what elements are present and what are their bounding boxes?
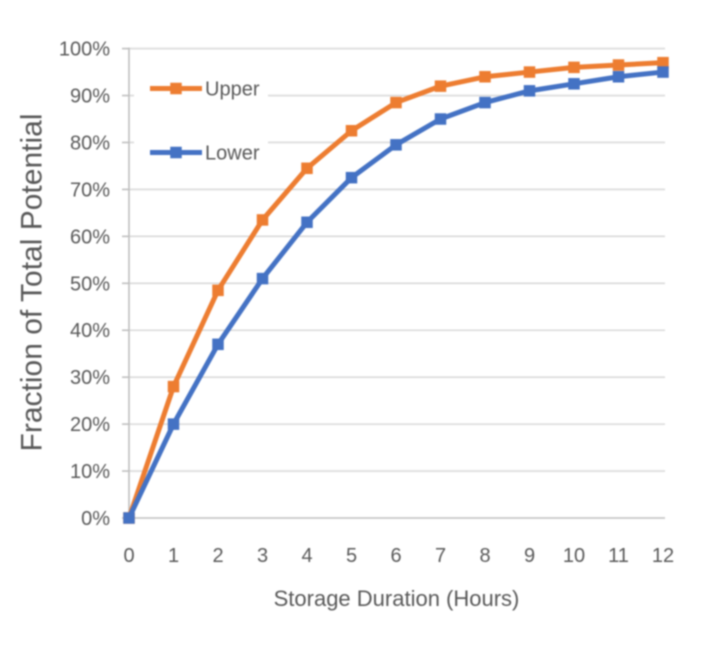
x-tick-label: 1 [168,545,179,567]
x-tick-label: 7 [435,545,446,567]
series-upper-marker [390,96,402,109]
x-tick-label: 11 [608,545,629,567]
series-upper-marker [479,71,491,83]
series-upper-marker [434,80,447,92]
x-tick-label: 3 [257,545,268,567]
series-upper-marker [212,284,224,297]
y-tick-label: 10% [70,461,110,483]
series-upper-marker [523,66,536,78]
series-lower-marker [301,216,313,229]
y-tick-label: 20% [70,414,110,436]
y-tick-label: 90% [70,86,110,108]
series-lower-marker [612,71,625,83]
x-tick-label: 4 [301,545,312,567]
x-tick-label: 2 [212,545,223,567]
legend-item-upper: Upper [150,79,260,101]
x-tick-label: 8 [479,545,490,567]
series-upper-marker [301,162,313,175]
series-lower-marker [345,171,358,184]
y-tick-label: 0% [81,508,110,530]
y-tick-label: 100% [59,39,110,61]
series-upper-marker [256,214,269,226]
series-lower-marker [523,85,536,97]
x-tick-label: 0 [123,545,134,567]
series-lower-marker [123,512,135,524]
legend-background [134,64,268,176]
series-upper-marker [657,56,669,69]
legend-label: Upper [205,79,260,101]
legend-marker-sample [170,82,182,95]
legend: Upper Lower [134,64,268,176]
series-lower-marker [256,272,269,285]
y-tick-label: 60% [70,226,110,248]
x-tick-label: 6 [390,545,401,567]
series-lower-marker [390,139,402,151]
y-tick-label: 30% [70,367,110,389]
legend-label: Lower [205,143,260,165]
series-lower-marker [479,96,491,109]
x-axis-title: Storage Duration (Hours) [274,586,520,611]
series-upper-marker [612,59,625,71]
series [123,56,669,524]
series-lower [123,66,669,524]
y-tick-label: 40% [70,320,110,342]
series-lower-marker [568,78,580,90]
x-tick-label: 10 [563,545,585,567]
legend-marker-sample [170,146,182,159]
x-tick-label: 5 [346,545,357,567]
x-tick-label: 9 [524,545,535,567]
y-axis-title: Fraction of Total Potential [16,114,49,452]
series-lower-marker [167,418,180,430]
gridlines [129,47,665,472]
series-lower-marker [212,338,224,351]
y-tick-label: 70% [70,179,110,201]
series-lower-marker [434,113,447,125]
legend-item-lower: Lower [150,143,260,165]
series-upper-marker [568,61,580,74]
series-upper-marker [167,380,180,393]
axis-labels: 0%10%20%30%40%50%60%70%80%90%100%0 1 2 3 4 5 6… [16,39,675,611]
series-upper-marker [345,124,358,137]
x-tick-label: 12 [652,545,674,567]
y-tick-label: 50% [70,273,110,295]
series-lower-marker [657,66,669,78]
y-tick-label: 80% [70,132,110,154]
